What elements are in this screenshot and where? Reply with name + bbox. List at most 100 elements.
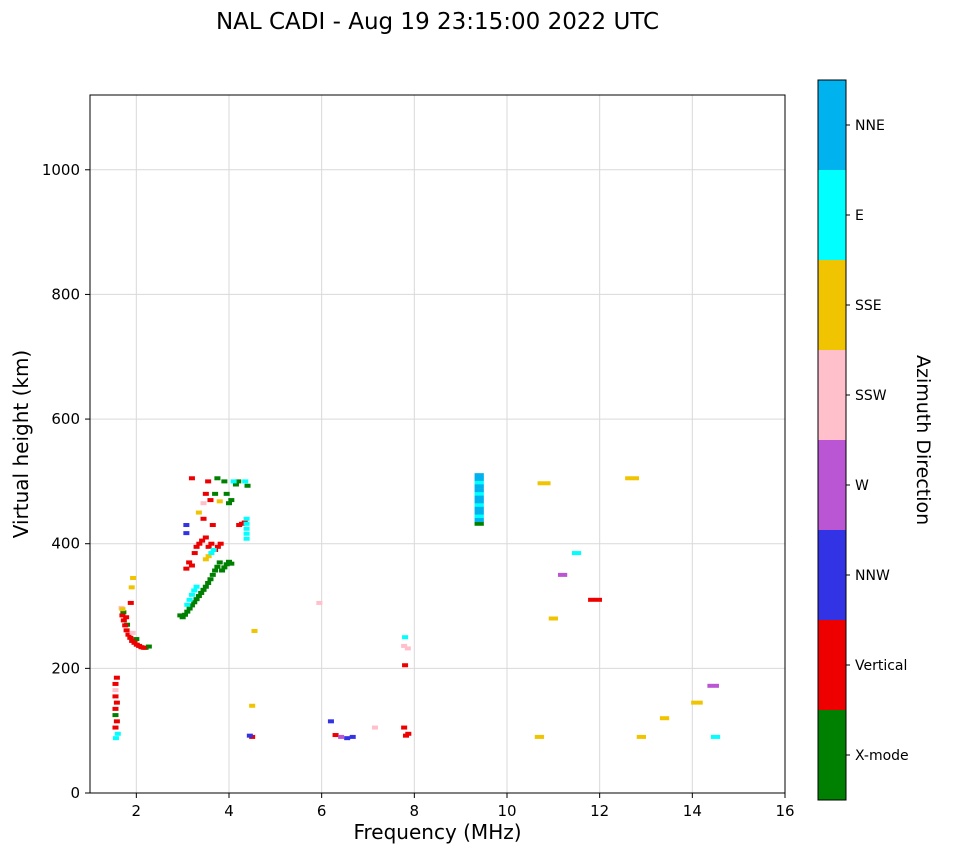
data-point-NNE — [474, 495, 484, 500]
data-point-NNE — [474, 510, 484, 515]
data-point-X-mode — [200, 587, 207, 592]
data-point-X-mode — [198, 590, 205, 595]
data-point-SSW — [401, 643, 408, 648]
data-point-X-mode — [195, 594, 202, 599]
data-point-SSE — [625, 476, 640, 481]
data-point-Vertical — [123, 615, 130, 620]
data-point-X-mode — [188, 603, 195, 608]
data-point-Vertical — [188, 563, 195, 568]
data-point-Vertical — [202, 535, 209, 540]
colorbar-tick-label: SSW — [855, 388, 887, 404]
data-point-X-mode — [186, 606, 193, 611]
data-point-E — [571, 551, 582, 556]
colorbar-tick-label: X-mode — [855, 748, 909, 764]
data-point-X-mode — [244, 483, 251, 488]
data-point-Vertical — [119, 613, 126, 618]
data-point-NNE — [474, 484, 484, 489]
data-point-NNW — [349, 734, 356, 739]
data-point-E — [243, 531, 250, 536]
data-point-Vertical — [113, 700, 120, 705]
data-point-E — [474, 514, 484, 519]
data-point-SSE — [130, 575, 137, 580]
data-point-Vertical — [207, 498, 214, 503]
data-point-Vertical — [196, 541, 203, 546]
data-point-E — [186, 597, 193, 602]
data-point-E — [474, 491, 484, 496]
colorbar-label: Azimuth Direction — [912, 354, 934, 526]
data-point-SSE — [534, 734, 545, 739]
data-point-E — [474, 480, 484, 485]
colorbar-tick-label: SSE — [855, 298, 882, 314]
data-point-E — [208, 551, 215, 556]
data-point-E — [243, 516, 250, 521]
data-point-NNW — [344, 736, 351, 741]
data-point-E — [242, 479, 249, 484]
colorbar-tick-label: E — [855, 208, 864, 224]
data-point-Vertical — [191, 551, 198, 556]
x-tick-label: 8 — [410, 802, 420, 820]
data-point-Vertical — [332, 733, 339, 738]
data-point-E — [191, 588, 198, 593]
data-point-Vertical — [205, 544, 212, 549]
data-point-SSW — [371, 725, 378, 730]
colorbar-swatch-NNE — [818, 80, 846, 170]
data-point-X-mode — [207, 577, 214, 582]
data-point-Vertical — [122, 623, 129, 628]
data-point-NNE — [474, 473, 484, 478]
x-tick-label: 14 — [683, 802, 702, 820]
data-point-Vertical — [199, 538, 206, 543]
data-point-X-mode — [223, 562, 230, 567]
x-tick-label: 4 — [224, 802, 234, 820]
data-point-X-mode — [205, 580, 212, 585]
data-point-W — [707, 683, 719, 688]
data-point-NNE — [474, 499, 484, 504]
data-point-E — [210, 547, 217, 552]
data-point-Vertical — [188, 476, 195, 481]
data-point-Vertical — [120, 618, 127, 623]
data-point-X-mode — [212, 491, 219, 496]
data-point-Vertical — [202, 491, 209, 496]
data-point-X-mode — [184, 609, 191, 614]
data-point-X-mode — [214, 564, 221, 569]
data-point-E — [193, 584, 200, 589]
data-point-Vertical — [183, 566, 190, 571]
data-point-E — [402, 635, 409, 640]
x-tick-label: 16 — [775, 802, 794, 820]
data-point-X-mode — [474, 521, 484, 526]
data-point-Vertical — [127, 600, 134, 605]
colorbar-swatch-Vertical — [818, 620, 846, 710]
data-point-NNE — [474, 506, 484, 511]
data-point-W — [557, 572, 568, 577]
data-point-Vertical — [113, 675, 120, 680]
colorbar-tick-label: W — [855, 478, 869, 494]
data-point-SSE — [249, 703, 256, 708]
data-point-E — [243, 521, 250, 526]
y-tick-label: 800 — [51, 285, 80, 303]
y-axis-label: Virtual height (km) — [9, 349, 33, 539]
colorbar-swatch-NNW — [818, 530, 846, 620]
data-point-Vertical — [125, 632, 132, 637]
data-point-NNW — [327, 719, 334, 724]
colorbar-swatch-SSE — [818, 260, 846, 350]
data-point-X-mode — [145, 644, 152, 649]
data-point-Vertical — [112, 681, 119, 686]
data-point-NNW — [183, 523, 190, 528]
data-point-W — [338, 734, 345, 739]
data-point-X-mode — [219, 568, 226, 573]
data-point-E — [243, 526, 250, 531]
data-point-Vertical — [113, 719, 120, 724]
data-point-SSE — [216, 499, 223, 504]
data-point-X-mode — [235, 479, 242, 484]
data-point-NNE — [474, 518, 484, 523]
data-point-SSE — [202, 557, 209, 562]
colorbar-swatch-E — [818, 170, 846, 260]
colorbar-swatch-W — [818, 440, 846, 530]
data-point-X-mode — [216, 560, 223, 565]
x-tick-label: 10 — [497, 802, 516, 820]
data-point-Vertical — [401, 725, 408, 730]
colorbar-border — [817, 79, 847, 801]
data-point-X-mode — [181, 612, 188, 617]
data-point-X-mode — [133, 637, 140, 642]
data-point-Vertical — [208, 541, 215, 546]
x-tick-label: 2 — [132, 802, 142, 820]
